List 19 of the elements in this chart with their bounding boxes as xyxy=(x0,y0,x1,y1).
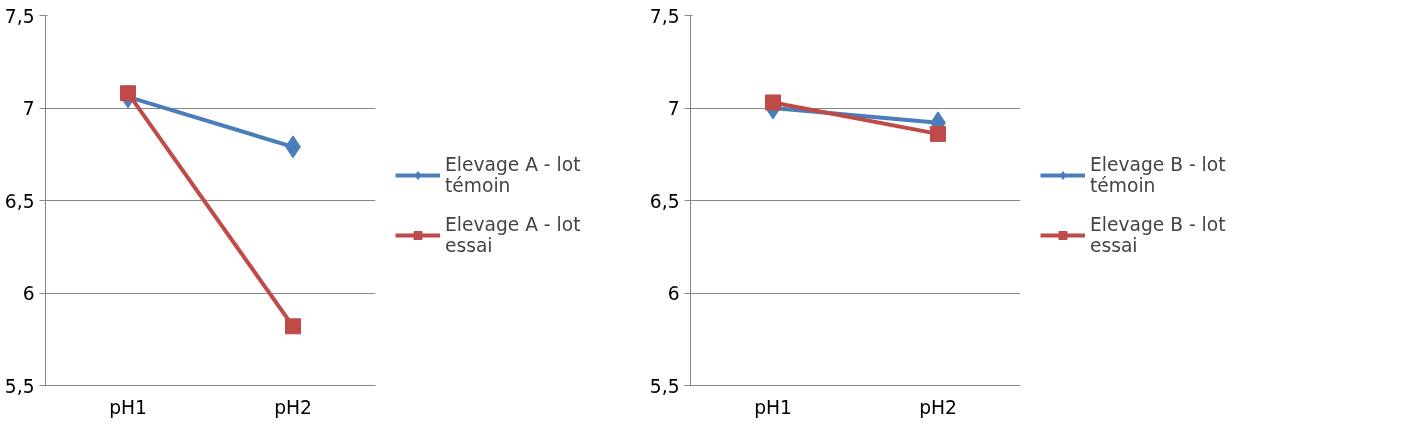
y-tick-label: 6 xyxy=(22,283,35,304)
y-tick-label: 7 xyxy=(22,98,35,119)
legend-label: Elevage A - lot essai xyxy=(445,214,581,256)
y-tick-label: 6,5 xyxy=(649,190,680,212)
y-tick-label: 6 xyxy=(667,283,680,304)
y-tick-label: 7,5 xyxy=(4,5,35,27)
y-tick-label: 5,5 xyxy=(4,375,35,397)
y-tick-label: 6,5 xyxy=(4,190,35,212)
legend-label: Elevage B - lot essai xyxy=(1090,214,1226,256)
x-tick-label: pH2 xyxy=(919,396,957,418)
y-tick-label: 7,5 xyxy=(649,5,680,27)
x-tick-label: pH1 xyxy=(754,396,792,418)
y-tick-label: 5,5 xyxy=(649,375,680,397)
legend-label: Elevage A - lot témoin xyxy=(445,154,581,196)
x-tick-label: pH1 xyxy=(109,396,147,418)
legend-label: Elevage B - lot témoin xyxy=(1090,154,1226,196)
point xyxy=(285,318,301,335)
y-tick-label: 7 xyxy=(667,98,680,119)
x-tick-label: pH2 xyxy=(274,396,312,418)
